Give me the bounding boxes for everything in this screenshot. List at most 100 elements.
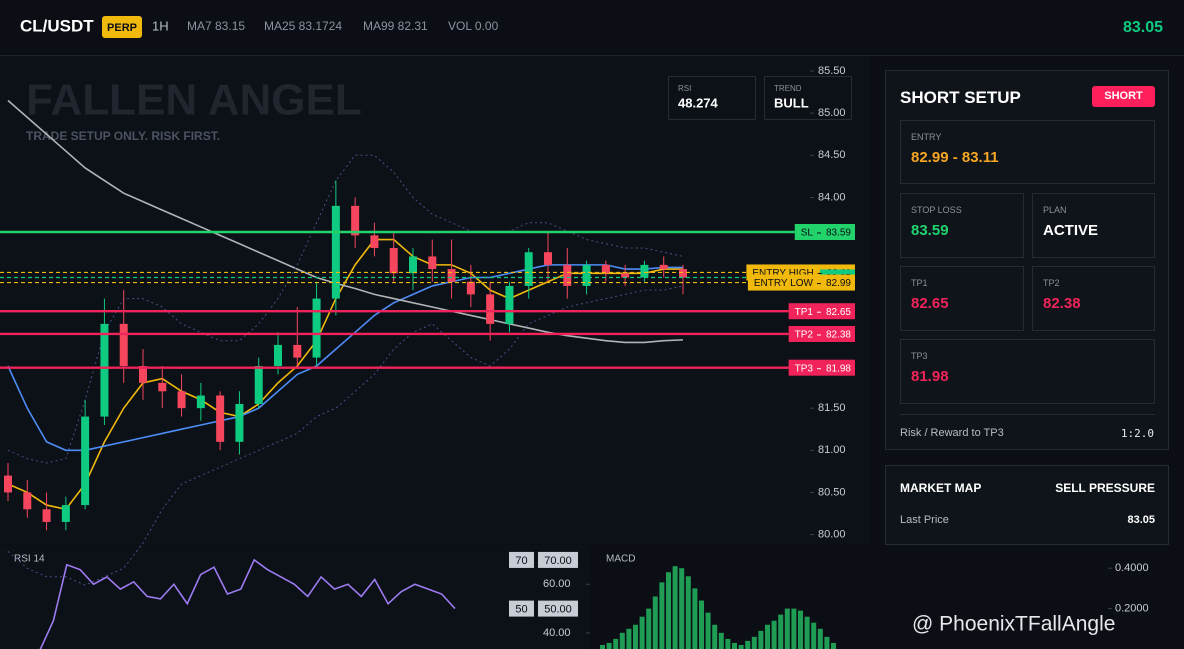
watermark-title: FALLEN ANGEL bbox=[26, 76, 362, 125]
macd-bar bbox=[626, 628, 632, 649]
watermark-subtitle: TRADE SETUP ONLY. RISK FIRST. bbox=[26, 129, 220, 143]
macd-bar bbox=[692, 588, 698, 649]
macd-bar bbox=[811, 622, 817, 649]
macd-bar bbox=[745, 640, 751, 649]
setup-badge[interactable]: SHORT bbox=[1092, 86, 1155, 107]
macd-bar bbox=[705, 612, 711, 649]
macd-bar bbox=[613, 638, 619, 649]
tp3-label: TP3 bbox=[911, 351, 928, 361]
rr-label: Risk / Reward to TP3 bbox=[900, 427, 1004, 439]
macd-bar bbox=[831, 642, 836, 649]
macd-bar bbox=[633, 624, 638, 649]
level-name: TP1 bbox=[795, 307, 814, 318]
y-tick-label: 0.2000 bbox=[1115, 603, 1149, 615]
macd-bar bbox=[778, 614, 784, 649]
entry-card: ENTRY 82.99 - 83.11 bbox=[900, 120, 1155, 184]
setup-card: SHORT SETUP SHORT ENTRY 82.99 - 83.11 ST… bbox=[885, 70, 1169, 450]
platform-watermark: @ PhoenixTFallAngle bbox=[912, 613, 1115, 636]
y-tick-label: 85.00 bbox=[818, 107, 846, 119]
header-bg bbox=[0, 0, 1184, 55]
last-price-label: Last Price bbox=[900, 514, 949, 526]
macd-bar bbox=[600, 644, 605, 649]
trend-box bbox=[764, 76, 852, 120]
level-value: 81.98 bbox=[826, 363, 851, 374]
entry-label: ENTRY bbox=[911, 132, 942, 142]
tp1-card: TP1 82.65 bbox=[900, 266, 1024, 331]
y-tick-label: 0.4000 bbox=[1115, 562, 1149, 574]
tp2-card: TP2 82.38 bbox=[1032, 266, 1155, 331]
macd-bar bbox=[619, 632, 625, 649]
symbol: CL/USDT bbox=[20, 16, 94, 35]
rsi-box-value: 48.274 bbox=[678, 95, 719, 110]
candle-body bbox=[351, 205, 360, 236]
candle-body bbox=[447, 269, 456, 282]
candle-body bbox=[679, 269, 687, 278]
market-map-status: SELL PRESSURE bbox=[1055, 481, 1155, 495]
candle-body bbox=[274, 344, 282, 367]
candle-body bbox=[293, 344, 302, 358]
macd-bar bbox=[718, 632, 724, 649]
candle-body bbox=[486, 294, 495, 324]
y-tick-label: 80.50 bbox=[818, 486, 846, 498]
rr-value: 1:2.0 bbox=[1120, 427, 1154, 440]
level-label-bg bbox=[794, 223, 855, 240]
level-label-bg bbox=[788, 325, 855, 342]
macd-bar bbox=[685, 576, 691, 649]
last-price-value: 83.05 bbox=[1127, 514, 1155, 526]
plan-card: PLAN ACTIVE bbox=[1032, 193, 1155, 258]
candle-body bbox=[409, 256, 417, 274]
rsi-box-label: RSI bbox=[678, 84, 691, 93]
level-box bbox=[509, 600, 534, 617]
level-label-bg bbox=[788, 303, 855, 320]
timeframe[interactable]: 1H bbox=[152, 18, 169, 33]
tp1-label: TP1 bbox=[911, 278, 928, 288]
trend-box-value: BULL bbox=[774, 95, 809, 110]
ma-line bbox=[7, 99, 684, 344]
candle-body bbox=[42, 509, 51, 522]
ma-line bbox=[7, 264, 683, 452]
macd-bar bbox=[824, 636, 830, 649]
candle-body bbox=[659, 264, 668, 270]
macd-bar bbox=[646, 608, 652, 649]
last-price: 83.05 bbox=[1123, 19, 1163, 36]
candle-body bbox=[601, 264, 610, 274]
candle-body bbox=[582, 264, 591, 286]
macd-bar bbox=[606, 642, 612, 649]
rsi-title: RSI 14 bbox=[14, 554, 45, 565]
vol: VOL 0.00 bbox=[448, 19, 499, 33]
level-box bbox=[509, 551, 534, 568]
level-value: 83.59 bbox=[826, 228, 851, 239]
level-value: 70 bbox=[515, 555, 527, 567]
candle-body bbox=[216, 395, 225, 442]
tp2-value: 82.38 bbox=[1043, 295, 1081, 312]
plan-label: PLAN bbox=[1043, 205, 1067, 215]
divider bbox=[900, 414, 1155, 415]
candle-body bbox=[177, 391, 186, 409]
stop-card: STOP LOSS 83.59 bbox=[900, 193, 1024, 258]
badge: PERP bbox=[107, 22, 137, 34]
candle-body bbox=[81, 416, 90, 506]
market-map-card: MARKET MAP SELL PRESSURE Last Price 83.0… bbox=[885, 465, 1169, 545]
y-tick-label: 81.00 bbox=[818, 444, 846, 456]
candle-body bbox=[621, 273, 630, 278]
level-name: TP3 bbox=[795, 363, 814, 374]
y-tick-label: 81.50 bbox=[818, 402, 846, 414]
level-value: 82.38 bbox=[826, 330, 851, 341]
level-name: TP2 bbox=[795, 330, 814, 341]
macd-bar bbox=[666, 572, 671, 649]
tp3-value: 81.98 bbox=[911, 368, 949, 385]
ma-line bbox=[7, 154, 684, 464]
macd-bar bbox=[659, 582, 665, 649]
y-tick-label: 85.50 bbox=[818, 65, 846, 77]
macd-bar bbox=[765, 624, 770, 649]
stop-value: 83.59 bbox=[911, 222, 949, 239]
trend-box-label: TREND bbox=[774, 84, 802, 93]
macd-bar bbox=[784, 608, 790, 649]
candle-body bbox=[331, 205, 340, 299]
macd-bar bbox=[732, 642, 737, 649]
stop-label: STOP LOSS bbox=[911, 205, 962, 215]
candle-body bbox=[4, 475, 12, 493]
candle-body bbox=[61, 505, 70, 522]
candle-body bbox=[466, 281, 475, 295]
